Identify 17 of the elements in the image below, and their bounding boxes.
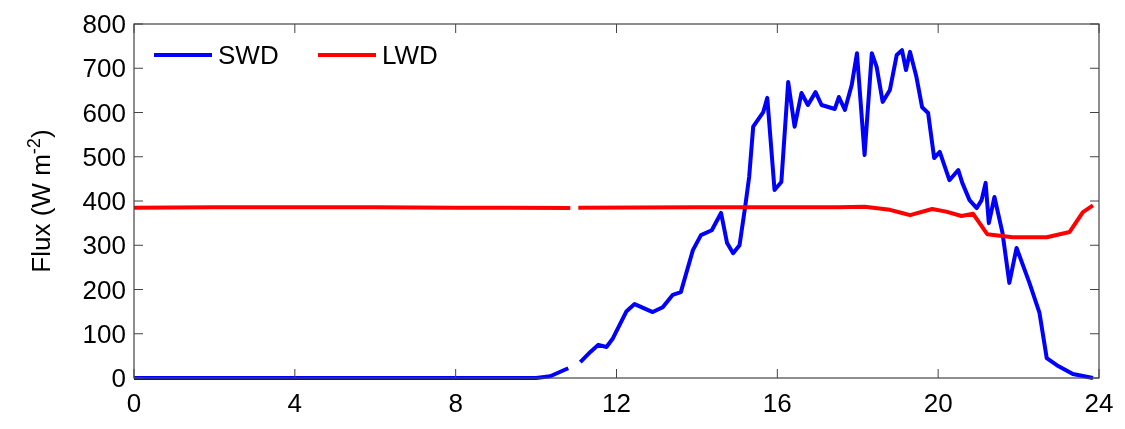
x-tick-label: 24 <box>1084 388 1114 418</box>
x-tick-label: 8 <box>448 388 463 418</box>
y-tick-label: 700 <box>82 53 126 84</box>
x-tick-label: 12 <box>602 388 631 418</box>
y-tick-label: 0 <box>111 363 126 393</box>
x-tick-label: 16 <box>762 388 792 418</box>
x-tick-label: 4 <box>287 388 303 418</box>
y-tick-label: 200 <box>82 274 126 305</box>
y-tick-label: 800 <box>82 9 126 39</box>
x-tick-label: 20 <box>923 388 953 418</box>
y-tick-label: 600 <box>82 97 126 128</box>
y-tick-label: 500 <box>82 141 126 172</box>
legend-label: SWD <box>218 40 279 70</box>
y-tick-label: 100 <box>82 318 126 349</box>
legend-label: LWD <box>382 40 438 70</box>
y-tick-label: 300 <box>82 230 126 261</box>
y-tick-label: 400 <box>82 186 126 216</box>
